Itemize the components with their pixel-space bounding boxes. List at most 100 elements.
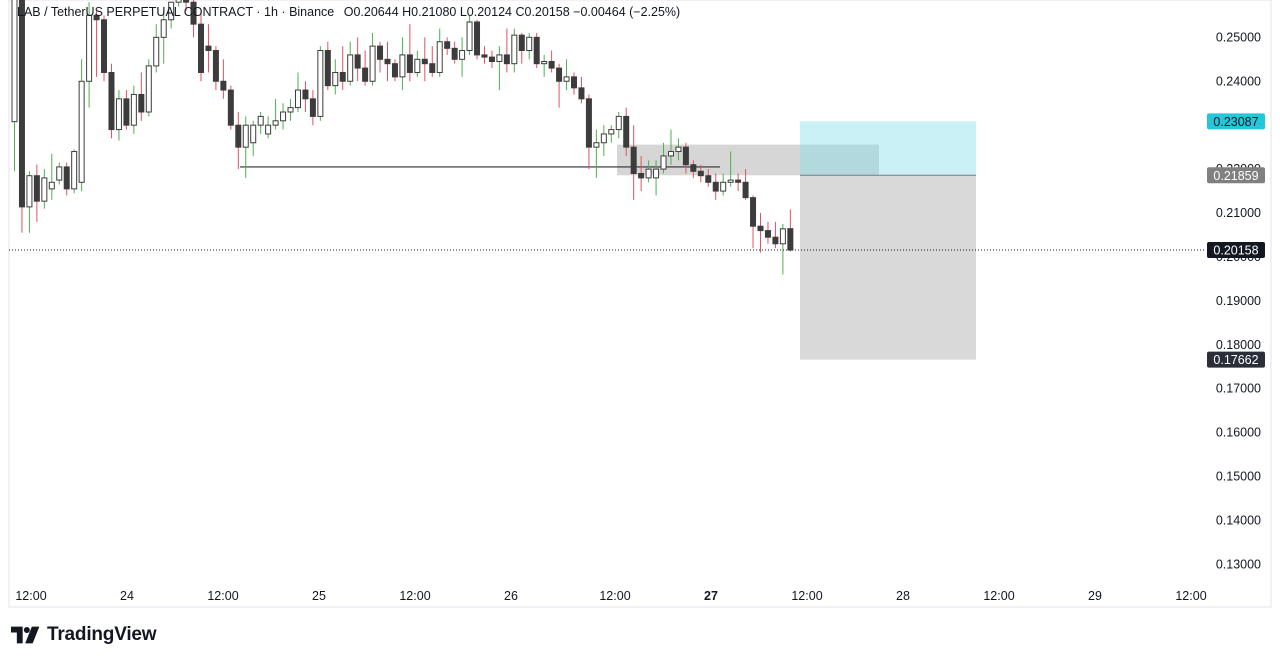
candle[interactable] xyxy=(682,142,689,174)
candle[interactable] xyxy=(705,169,712,187)
candle[interactable] xyxy=(496,46,503,91)
candle[interactable] xyxy=(600,125,607,156)
candle[interactable] xyxy=(541,54,548,77)
candle[interactable] xyxy=(563,59,570,91)
candle[interactable] xyxy=(653,160,660,196)
candle[interactable] xyxy=(41,169,48,209)
candle[interactable] xyxy=(675,138,682,161)
candle[interactable] xyxy=(130,85,137,134)
candle[interactable] xyxy=(548,50,555,73)
candle[interactable] xyxy=(690,160,697,178)
candle[interactable] xyxy=(697,164,704,183)
candle[interactable] xyxy=(190,0,197,38)
candle[interactable] xyxy=(26,171,33,233)
price-axis[interactable]: 0.250000.240000.230000.220000.210000.200… xyxy=(1216,30,1261,571)
candle[interactable] xyxy=(533,32,540,69)
candle[interactable] xyxy=(660,142,667,174)
candle[interactable] xyxy=(526,32,533,60)
candle[interactable] xyxy=(294,72,301,113)
candle[interactable] xyxy=(86,2,93,108)
candle[interactable] xyxy=(481,46,488,64)
tradingview-brand[interactable]: TradingView xyxy=(11,624,157,646)
position-zones[interactable] xyxy=(617,121,976,360)
candles[interactable] xyxy=(11,0,794,275)
candle[interactable] xyxy=(272,98,279,130)
candle[interactable] xyxy=(474,19,481,60)
candle[interactable] xyxy=(242,116,249,178)
candle[interactable] xyxy=(757,213,764,253)
candle[interactable] xyxy=(459,37,466,77)
candle[interactable] xyxy=(205,24,212,73)
candle[interactable] xyxy=(33,164,40,222)
candle[interactable] xyxy=(429,46,436,77)
candle[interactable] xyxy=(287,98,294,121)
candle[interactable] xyxy=(11,0,18,172)
candle[interactable] xyxy=(764,221,771,244)
candle[interactable] xyxy=(503,28,510,73)
candle[interactable] xyxy=(667,129,674,165)
candle[interactable] xyxy=(645,160,652,183)
candle[interactable] xyxy=(317,46,324,121)
candle[interactable] xyxy=(593,129,600,178)
candle[interactable] xyxy=(220,59,227,99)
candle[interactable] xyxy=(265,116,272,139)
candle[interactable] xyxy=(257,112,264,134)
candle[interactable] xyxy=(339,46,346,91)
candle[interactable] xyxy=(250,120,257,156)
candle[interactable] xyxy=(93,10,100,77)
candle[interactable] xyxy=(108,63,115,139)
candle[interactable] xyxy=(623,107,630,156)
candle[interactable] xyxy=(384,41,391,82)
candle[interactable] xyxy=(78,59,85,192)
candle[interactable] xyxy=(712,173,719,200)
zone-target[interactable] xyxy=(800,121,976,176)
candle[interactable] xyxy=(727,151,734,187)
candle[interactable] xyxy=(518,32,525,64)
candle[interactable] xyxy=(488,50,495,69)
candle[interactable] xyxy=(421,37,428,82)
candle[interactable] xyxy=(63,162,70,196)
candle[interactable] xyxy=(56,162,63,185)
candle[interactable] xyxy=(742,169,749,200)
candle[interactable] xyxy=(212,46,219,91)
candle[interactable] xyxy=(750,195,757,249)
candle[interactable] xyxy=(324,41,331,91)
candle[interactable] xyxy=(280,103,287,130)
zone-stop[interactable] xyxy=(800,175,976,360)
candle[interactable] xyxy=(160,10,167,64)
candle[interactable] xyxy=(227,85,234,130)
candle[interactable] xyxy=(436,28,443,77)
candle[interactable] xyxy=(138,72,145,121)
candle[interactable] xyxy=(198,10,204,82)
candle[interactable] xyxy=(406,24,413,82)
candle[interactable] xyxy=(235,112,242,170)
candle[interactable] xyxy=(168,1,175,29)
candle[interactable] xyxy=(630,125,637,200)
candle[interactable] xyxy=(399,37,406,91)
candle[interactable] xyxy=(309,90,316,126)
candle[interactable] xyxy=(362,50,369,86)
candle[interactable] xyxy=(101,15,108,82)
candle[interactable] xyxy=(787,209,794,252)
candle[interactable] xyxy=(377,41,384,73)
candle[interactable] xyxy=(354,37,361,82)
candle[interactable] xyxy=(175,0,182,7)
candle[interactable] xyxy=(347,41,354,86)
candle[interactable] xyxy=(608,125,615,143)
candle[interactable] xyxy=(511,28,518,73)
candle[interactable] xyxy=(18,0,25,233)
candle[interactable] xyxy=(451,41,458,64)
candle[interactable] xyxy=(615,112,622,139)
candle[interactable] xyxy=(369,32,376,86)
candle[interactable] xyxy=(123,90,130,130)
candle[interactable] xyxy=(466,15,473,55)
candle[interactable] xyxy=(71,149,78,194)
candle[interactable] xyxy=(638,155,645,192)
candle[interactable] xyxy=(571,72,577,95)
candle[interactable] xyxy=(115,90,122,141)
candle[interactable] xyxy=(720,173,727,196)
candle[interactable] xyxy=(414,50,421,77)
candle[interactable] xyxy=(302,81,309,113)
candle[interactable] xyxy=(48,153,55,200)
